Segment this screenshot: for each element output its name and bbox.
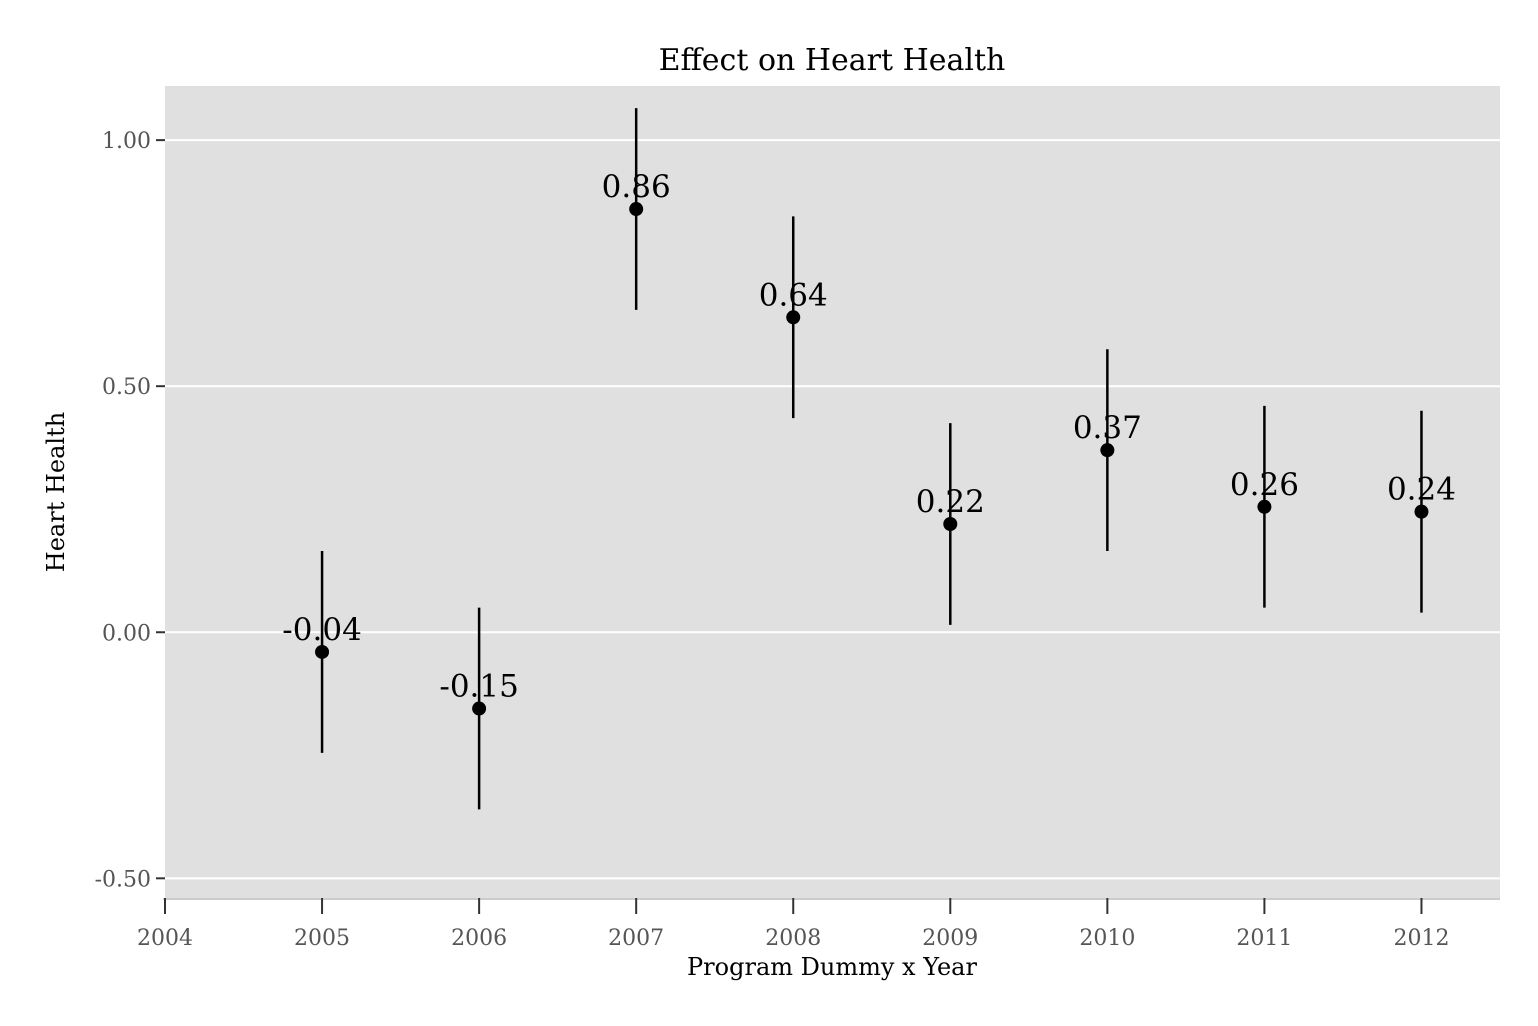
x-axis-title: Program Dummy x Year (687, 953, 977, 981)
data-label: -0.04 (282, 612, 362, 648)
x-tick-label: 2004 (137, 926, 193, 951)
x-tick-label: 2012 (1393, 926, 1449, 951)
grid-lines (165, 139, 1500, 880)
x-tick-label: 2011 (1236, 926, 1292, 951)
data-point (943, 516, 958, 531)
y-tick-label: 0.50 (102, 375, 151, 400)
data-label: 0.86 (602, 169, 671, 205)
x-tick-label: 2005 (294, 926, 350, 951)
data-point (1414, 504, 1429, 519)
data-point (1257, 499, 1272, 514)
data-point (629, 202, 644, 217)
data-label: 0.64 (759, 277, 828, 313)
x-tick-label: 2007 (608, 926, 664, 951)
x-tick-label: 2008 (765, 926, 821, 951)
plot-background (165, 86, 1500, 898)
data-marks: -0.04 -0.15 0.86 0.64 0.22 0.37 0.26 0.24 (282, 108, 1456, 810)
chart-title: Effect on Heart Health (659, 43, 1006, 78)
data-point (1100, 443, 1115, 458)
data-label: 0.24 (1387, 472, 1456, 508)
data-point (472, 701, 487, 716)
data-label: 0.22 (916, 484, 985, 520)
data-point (786, 310, 801, 325)
data-label: 0.37 (1073, 410, 1142, 446)
x-tick-label: 2006 (451, 926, 507, 951)
x-tick-label: 2009 (922, 926, 978, 951)
y-axis-title: Heart Health (42, 412, 70, 572)
y-tick-label: -0.50 (95, 867, 151, 892)
y-tick-label: 1.00 (102, 129, 151, 154)
data-label: -0.15 (439, 669, 519, 705)
data-label: 0.26 (1230, 467, 1299, 503)
y-tick-label: 0.00 (102, 621, 151, 646)
axes: -0.50 0.00 0.50 1.00 2004 2005 2006 2007 2008 200… (95, 129, 1500, 951)
data-point (315, 644, 330, 659)
x-tick-label: 2010 (1079, 926, 1135, 951)
